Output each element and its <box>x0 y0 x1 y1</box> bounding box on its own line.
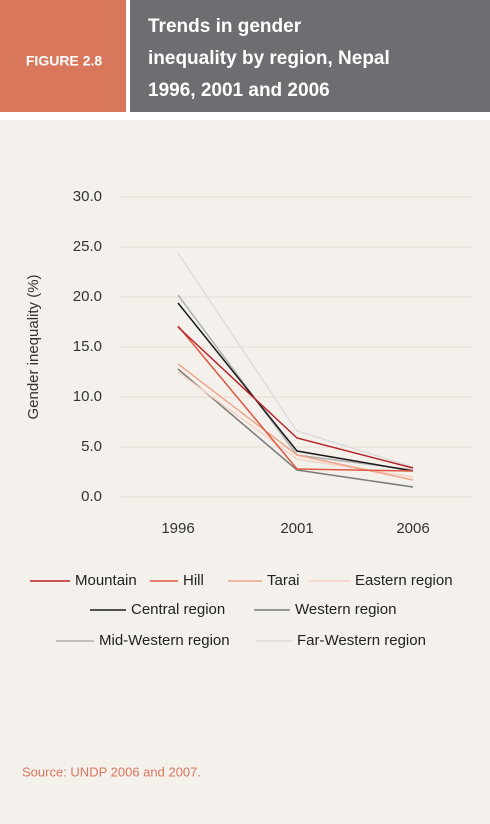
panel-background <box>0 120 490 824</box>
legend-label: Eastern region <box>355 572 453 589</box>
legend-label: Western region <box>295 601 396 618</box>
series-line <box>177 326 414 469</box>
legend-label: Tarai <box>267 572 300 589</box>
y-axis-label: Gender inequality (%) <box>25 274 42 419</box>
chart-title: inequality by region, Nepal <box>148 48 390 69</box>
figure-label-box <box>0 0 126 112</box>
x-tick-label: 1996 <box>161 520 194 537</box>
y-tick-label: 5.0 <box>81 438 102 455</box>
legend-label: Hill <box>183 572 204 589</box>
legend-label: Far-Western region <box>297 632 426 649</box>
legend-label: Mountain <box>75 572 137 589</box>
y-tick-label: 10.0 <box>73 388 102 405</box>
legend-label: Central region <box>131 601 225 618</box>
chart-title: 1996, 2001 and 2006 <box>148 80 330 101</box>
series-line <box>177 302 414 472</box>
legend-label: Mid-Western region <box>99 632 230 649</box>
y-tick-label: 20.0 <box>73 288 102 305</box>
x-tick-label: 2001 <box>280 520 313 537</box>
series-line <box>177 368 414 488</box>
y-tick-label: 0.0 <box>81 488 102 505</box>
series-line <box>177 252 414 468</box>
source: Source: UNDP 2006 and 2007. <box>22 764 201 779</box>
figure-label: FIGURE 2.8 <box>26 53 102 69</box>
series-line <box>177 363 414 481</box>
y-tick-label: 15.0 <box>73 338 102 355</box>
series-line <box>177 325 414 472</box>
y-tick-label: 25.0 <box>73 238 102 255</box>
title-box <box>130 0 490 112</box>
chart-title: Trends in gender <box>148 16 302 37</box>
x-tick-label: 2006 <box>396 520 429 537</box>
y-tick-label: 30.0 <box>73 188 102 205</box>
